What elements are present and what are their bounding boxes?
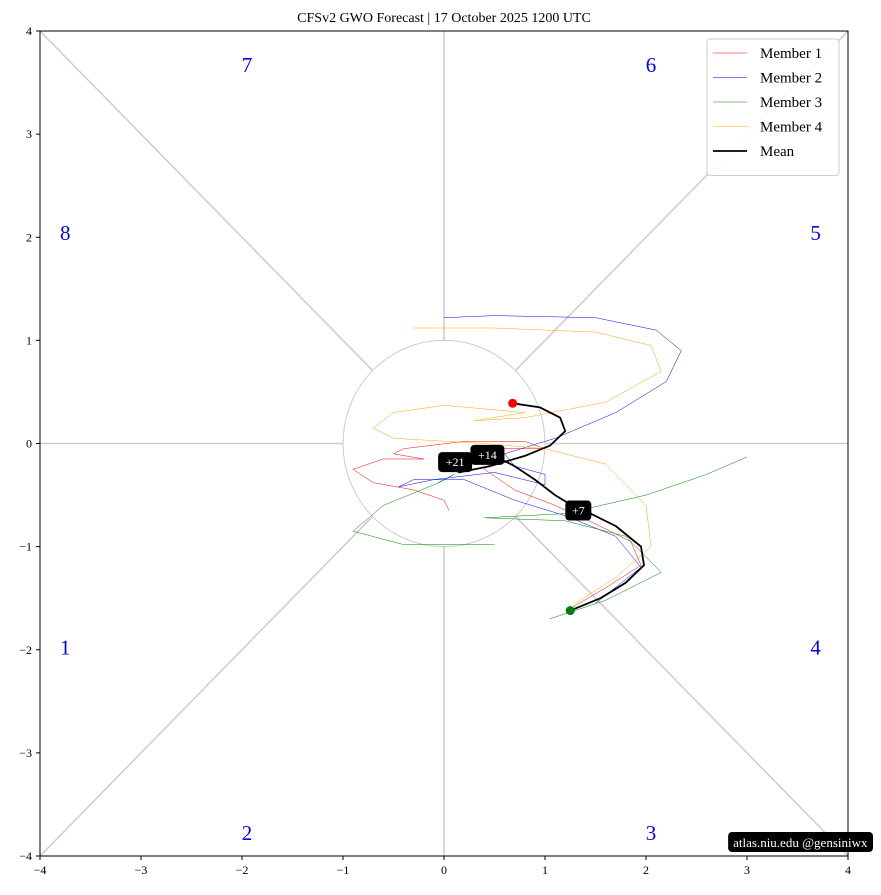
y-tick-label: 1 bbox=[26, 333, 32, 347]
start-marker bbox=[565, 606, 575, 616]
legend-label: Member 4 bbox=[760, 120, 823, 136]
y-tick-label: −3 bbox=[19, 746, 32, 760]
phase-label: 3 bbox=[646, 821, 657, 845]
day-label-box bbox=[438, 452, 473, 473]
x-tick-label: −4 bbox=[34, 863, 47, 877]
y-tick-label: 4 bbox=[26, 24, 32, 38]
y-tick-label: −2 bbox=[19, 643, 32, 657]
series-line bbox=[352, 441, 642, 609]
phase-label: 4 bbox=[810, 636, 821, 660]
day-label-box bbox=[470, 444, 505, 465]
legend-box bbox=[706, 38, 840, 176]
x-tick-label: −2 bbox=[236, 863, 249, 877]
x-tick-label: −3 bbox=[135, 863, 148, 877]
y-tick-label: 0 bbox=[26, 437, 32, 451]
phase-line bbox=[514, 515, 849, 857]
series-line bbox=[453, 402, 645, 612]
x-tick-label: 0 bbox=[441, 863, 447, 877]
phase-label: 6 bbox=[646, 53, 657, 77]
series-line bbox=[352, 456, 748, 620]
phase-label: 8 bbox=[60, 221, 71, 245]
footer: atlas.niu.edu @gensiniwx bbox=[733, 835, 868, 850]
phase-label: 7 bbox=[242, 53, 253, 77]
day-label: +7 bbox=[572, 504, 585, 518]
end-marker bbox=[508, 398, 518, 408]
footer-box bbox=[728, 832, 873, 852]
phase-label: 1 bbox=[60, 636, 71, 660]
x-tick-label: 2 bbox=[643, 863, 649, 877]
phase-line bbox=[39, 30, 374, 372]
day-label-box bbox=[565, 500, 592, 521]
phase-label: 5 bbox=[810, 221, 821, 245]
y-tick-label: −4 bbox=[19, 849, 32, 863]
unit-circle bbox=[342, 339, 546, 548]
legend-label: Member 2 bbox=[760, 71, 822, 87]
phase-label: 2 bbox=[242, 821, 253, 845]
x-tick-label: 1 bbox=[542, 863, 548, 877]
phase-line bbox=[39, 515, 374, 857]
legend-label: Member 1 bbox=[760, 46, 822, 62]
y-tick-label: 2 bbox=[26, 230, 32, 244]
x-tick-label: 4 bbox=[845, 863, 851, 877]
y-tick-label: −1 bbox=[19, 540, 32, 554]
day-label: +21 bbox=[446, 455, 465, 469]
x-tick-label: −1 bbox=[337, 863, 350, 877]
series-line bbox=[398, 315, 682, 604]
y-tick-label: 3 bbox=[26, 127, 32, 141]
legend-label: Member 3 bbox=[760, 95, 822, 111]
chart-title: CFSv2 GWO Forecast | 17 October 2025 120… bbox=[297, 11, 591, 26]
x-tick-label: 3 bbox=[744, 863, 750, 877]
day-label: +14 bbox=[478, 448, 497, 462]
series-line bbox=[373, 327, 662, 604]
legend-label: Mean bbox=[760, 144, 795, 160]
